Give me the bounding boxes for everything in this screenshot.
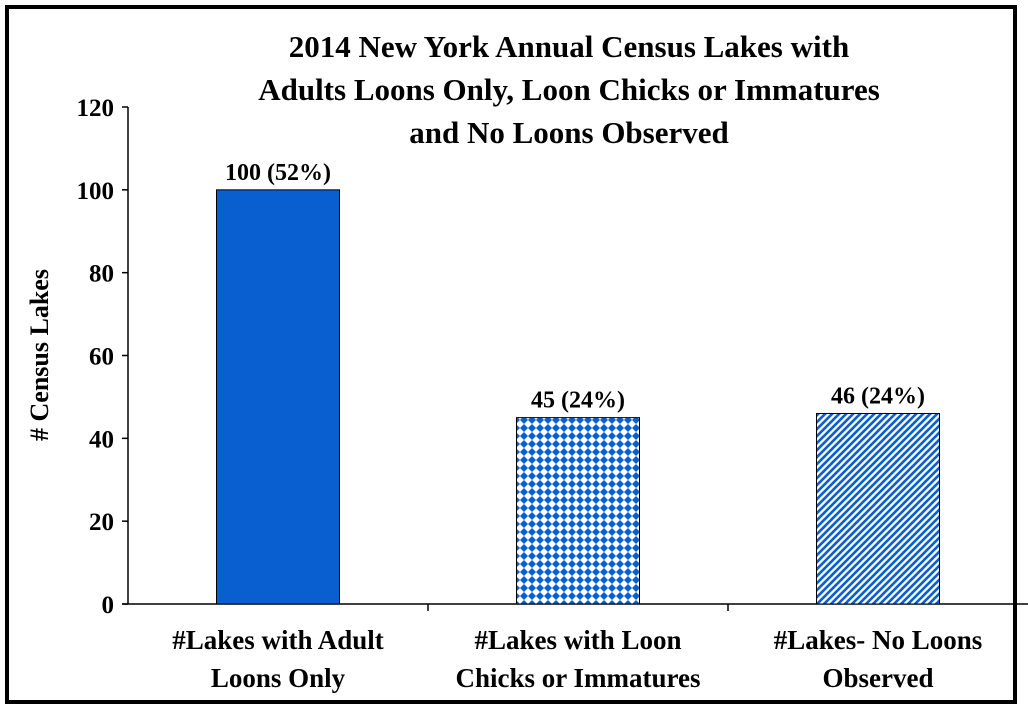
x-tick-label: #Lakes- No Loons: [774, 625, 983, 655]
y-tick-label: 60: [89, 344, 114, 371]
y-tick-label: 120: [77, 95, 115, 122]
data-labels: 100 (52%) 45 (24%) 46 (24%): [225, 160, 925, 414]
x-tick-label: Observed: [823, 663, 934, 693]
data-label: 46 (24%): [831, 383, 925, 409]
x-tick-label: #Lakes with Loon: [474, 625, 681, 655]
chart-title-line: Adults Loons Only, Loon Chicks or Immatu…: [258, 72, 880, 107]
x-tick-label: #Lakes with Adult: [172, 625, 384, 655]
data-label: 45 (24%): [531, 388, 625, 414]
bar: [816, 412, 940, 605]
y-tick-label: 20: [89, 509, 114, 536]
y-tick-label: 40: [89, 426, 114, 453]
chart-title-line: and No Loons Observed: [409, 115, 729, 150]
bar: [516, 417, 640, 605]
y-tick-label: 0: [102, 592, 115, 619]
chart-title-line: 2014 New York Annual Census Lakes with: [289, 29, 849, 64]
x-tick-label: Loons Only: [211, 663, 346, 693]
bar: [216, 189, 340, 605]
y-tick-label: 80: [89, 261, 114, 288]
x-tick-labels: #Lakes with Adult Loons Only #Lakes with L…: [172, 625, 982, 693]
x-tick-label: Chicks or Immatures: [455, 663, 700, 693]
y-axis-label: # Census Lakes: [25, 269, 54, 441]
chart-title: 2014 New York Annual Census Lakes with A…: [258, 29, 880, 150]
y-tick-label: 100: [77, 178, 115, 205]
bars: [216, 189, 940, 605]
data-label: 100 (52%): [225, 160, 331, 186]
